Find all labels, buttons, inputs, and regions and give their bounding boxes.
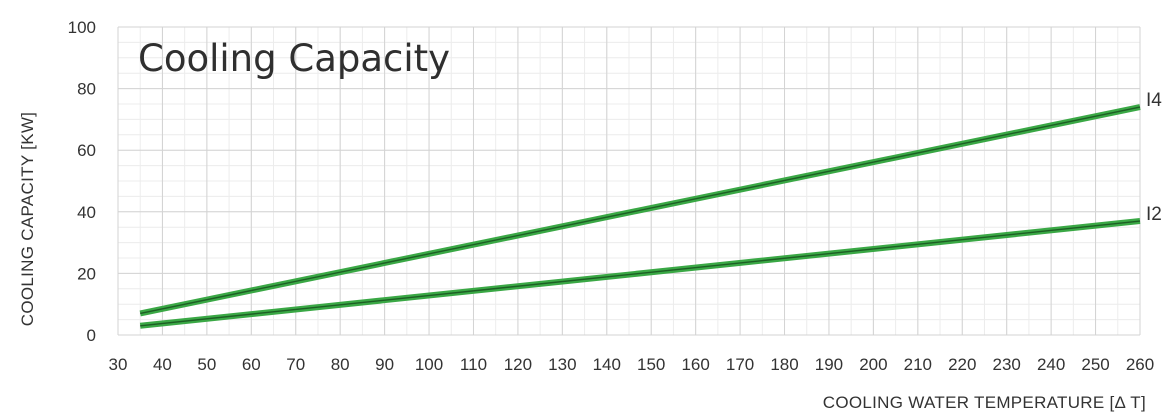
x-tick-label: 210 (904, 355, 932, 374)
x-tick-label: 180 (770, 355, 798, 374)
x-tick-label: 60 (242, 355, 261, 374)
x-axis-title: COOLING WATER TEMPERATURE [Δ T] (823, 393, 1146, 412)
y-tick-label: 60 (77, 141, 96, 160)
x-tick-label: 260 (1126, 355, 1154, 374)
x-tick-label: 100 (415, 355, 443, 374)
series-i2-line-core (140, 220, 1141, 327)
x-tick-label: 130 (548, 355, 576, 374)
x-tick-label: 40 (153, 355, 172, 374)
y-tick-label: 20 (77, 264, 96, 283)
x-tick-label: 200 (859, 355, 887, 374)
series-labels: I4 I2 (1146, 90, 1162, 225)
x-tick-label: 220 (948, 355, 976, 374)
y-tick-label: 0 (87, 326, 96, 345)
x-tick-label: 110 (460, 355, 487, 374)
x-tick-label: 240 (1037, 355, 1065, 374)
x-tick-label: 170 (726, 355, 754, 374)
x-tick-label: 90 (375, 355, 394, 374)
x-tick-label: 30 (109, 355, 128, 374)
y-tick-label: 40 (77, 203, 96, 222)
series-lines (139, 104, 1141, 329)
x-tick-label: 80 (331, 355, 350, 374)
series-i2-label: I2 (1146, 204, 1162, 225)
x-tick-label: 160 (681, 355, 709, 374)
x-tick-label: 120 (504, 355, 532, 374)
chart-title: Cooling Capacity (138, 37, 450, 80)
y-axis-ticks: 0 20 40 60 80 100 (68, 18, 96, 345)
x-axis-ticks: 30 40 50 60 70 80 90 100 110 120 130 140 150 160 170 18… (109, 355, 1155, 374)
series-i4-label: I4 (1146, 90, 1162, 111)
y-axis-title: COOLING CAPACITY [KW] (18, 112, 37, 326)
x-tick-label: 150 (637, 355, 665, 374)
x-tick-label: 230 (993, 355, 1021, 374)
x-tick-label: 140 (593, 355, 621, 374)
series-i4-line-core (140, 106, 1141, 315)
x-tick-label: 50 (197, 355, 216, 374)
y-tick-label: 100 (68, 18, 96, 37)
y-tick-label: 80 (77, 80, 96, 99)
x-tick-label: 70 (286, 355, 305, 374)
x-tick-label: 190 (815, 355, 843, 374)
x-tick-label: 250 (1081, 355, 1109, 374)
